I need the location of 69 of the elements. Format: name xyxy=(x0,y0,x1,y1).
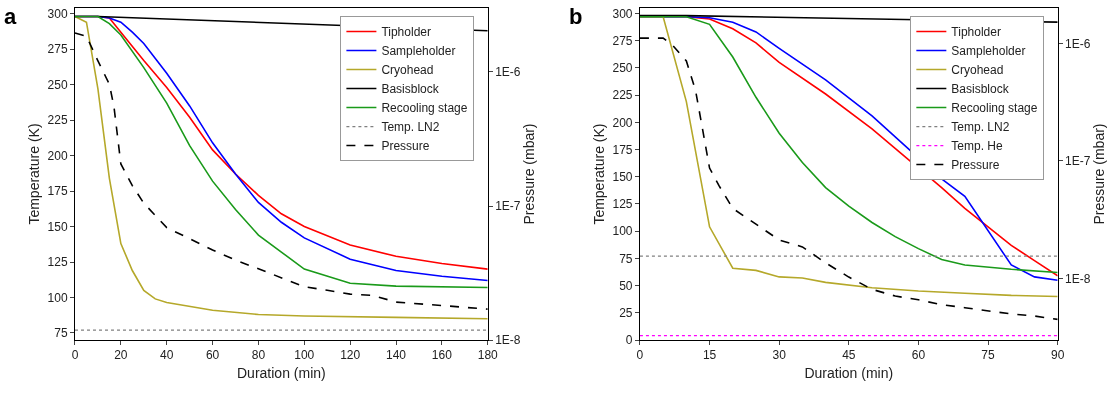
y-tick-label: 225 xyxy=(47,113,68,128)
legend-label: Tipholder xyxy=(381,25,431,40)
x-tick-label: 20 xyxy=(114,348,128,363)
y-tick-label: 250 xyxy=(612,61,633,76)
y-tick-label: 75 xyxy=(54,326,68,341)
x-tick-label: 30 xyxy=(772,348,787,363)
x-tick-label: 45 xyxy=(842,348,856,363)
y-tick-label: 175 xyxy=(612,142,633,157)
y-tick-label: 0 xyxy=(625,333,633,348)
chart-title: a xyxy=(4,4,17,29)
x-tick-label: 75 xyxy=(981,348,996,363)
legend-label: Pressure xyxy=(951,158,1000,173)
x-axis-title: Duration (min) xyxy=(804,364,894,381)
legend-label: Temp. LN2 xyxy=(951,120,1010,135)
legend-label: Cryohead xyxy=(381,63,434,78)
y2-tick-label: 1E-8 xyxy=(495,333,521,348)
legend-label: Temp. He xyxy=(951,139,1004,154)
legend-label: Recooling stage xyxy=(951,101,1038,116)
x-tick-label: 90 xyxy=(1051,348,1065,363)
y-tick-label: 275 xyxy=(47,42,68,57)
y2-tick-label: 1E-7 xyxy=(1065,154,1091,169)
y-tick-label: 50 xyxy=(619,278,633,293)
y2-axis-title: Pressure (mbar) xyxy=(521,123,538,225)
y-tick-label: 200 xyxy=(47,148,68,163)
x-tick-label: 160 xyxy=(431,348,453,363)
x-tick-label: 60 xyxy=(911,348,926,363)
y-axis-title: Temperature (K) xyxy=(26,123,43,225)
legend-label: Sampleholder xyxy=(951,44,1026,59)
y-tick-label: 225 xyxy=(612,88,633,103)
y2-tick-label: 1E-6 xyxy=(495,65,521,80)
chart-title: b xyxy=(569,4,583,29)
legend-label: Basisblock xyxy=(381,82,440,97)
y-tick-label: 75 xyxy=(619,251,633,266)
y2-tick-label: 1E-8 xyxy=(1065,271,1091,286)
y-tick-label: 275 xyxy=(612,33,633,48)
y-tick-label: 200 xyxy=(612,115,633,130)
x-tick-label: 60 xyxy=(205,348,220,363)
y-tick-label: 125 xyxy=(612,197,633,212)
x-axis-title: Duration (min) xyxy=(237,364,326,381)
y-tick-label: 25 xyxy=(619,306,633,321)
legend-label: Cryohead xyxy=(951,63,1004,78)
y-tick-label: 250 xyxy=(47,77,68,92)
y-axis-title: Temperature (K) xyxy=(591,123,608,225)
x-tick-label: 0 xyxy=(636,348,644,363)
y2-tick-label: 1E-7 xyxy=(495,199,521,214)
legend-label: Temp. LN2 xyxy=(381,120,440,135)
legend-label: Pressure xyxy=(381,139,430,154)
x-tick-label: 15 xyxy=(702,348,717,363)
x-tick-label: 0 xyxy=(71,348,79,363)
y2-tick-label: 1E-6 xyxy=(1065,36,1091,51)
y-tick-label: 150 xyxy=(47,219,68,234)
y-tick-label: 100 xyxy=(47,290,68,305)
x-tick-label: 100 xyxy=(294,348,315,363)
y-tick-label: 300 xyxy=(612,6,633,21)
legend-label: Recooling stage xyxy=(381,101,468,116)
y2-axis-title: Pressure (mbar) xyxy=(1091,123,1108,225)
x-tick-label: 140 xyxy=(386,348,407,363)
y-tick-label: 150 xyxy=(612,169,633,184)
y-tick-label: 100 xyxy=(612,224,633,239)
y-tick-label: 125 xyxy=(47,255,68,270)
y-tick-label: 300 xyxy=(47,6,68,21)
x-tick-label: 80 xyxy=(251,348,266,363)
x-tick-label: 180 xyxy=(477,348,499,363)
x-tick-label: 120 xyxy=(340,348,361,363)
legend-label: Basisblock xyxy=(951,82,1010,97)
x-tick-label: 40 xyxy=(160,348,174,363)
y-tick-label: 175 xyxy=(47,184,68,199)
legend-label: Sampleholder xyxy=(381,44,456,59)
legend-label: Tipholder xyxy=(951,25,1001,40)
